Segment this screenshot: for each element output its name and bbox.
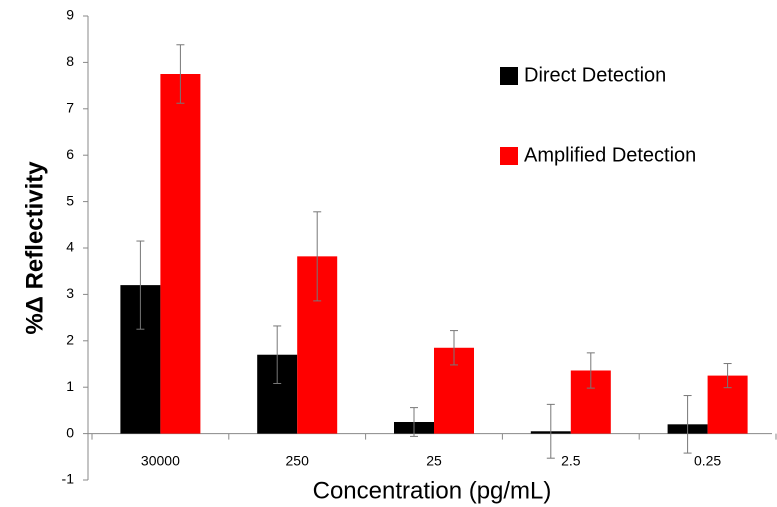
- error-bar: [723, 363, 732, 389]
- y-tick-label: 5: [66, 192, 74, 208]
- y-tick-label: 7: [66, 100, 74, 116]
- error-bar: [273, 325, 282, 384]
- error-bar: [586, 352, 595, 389]
- error-bar: [176, 44, 185, 104]
- legend-label: Amplified Detection: [524, 144, 696, 166]
- y-tick-label: 2: [66, 332, 74, 348]
- x-tick-label: 25: [426, 453, 442, 469]
- legend-swatch: [500, 147, 518, 165]
- error-bar: [450, 330, 458, 366]
- y-axis-label: %Δ Reflectivity: [21, 161, 48, 335]
- y-tick-label: 1: [66, 378, 74, 394]
- error-bar: [683, 395, 692, 454]
- y-tick-label: 3: [66, 285, 74, 301]
- error-bar: [313, 211, 322, 302]
- x-tick-label: 30000: [141, 453, 180, 469]
- error-bar: [136, 240, 145, 330]
- legend-swatch: [500, 67, 518, 85]
- error-bar: [410, 407, 418, 437]
- x-tick-label: 250: [286, 453, 310, 469]
- error-bar: [546, 403, 555, 459]
- x-tick-label: 2.5: [561, 453, 581, 469]
- x-tick-label: 0.25: [694, 453, 721, 469]
- legend-label: Direct Detection: [524, 64, 666, 86]
- y-tick-label: 6: [66, 146, 74, 162]
- x-axis-label: Concentration (pg/mL): [313, 477, 552, 504]
- y-tick-label: 4: [66, 239, 74, 255]
- y-tick-label: 9: [66, 7, 74, 23]
- bar: [160, 74, 201, 434]
- y-tick-label: -1: [62, 471, 75, 487]
- y-tick-label: 8: [66, 53, 74, 69]
- y-tick-label: 0: [66, 424, 74, 440]
